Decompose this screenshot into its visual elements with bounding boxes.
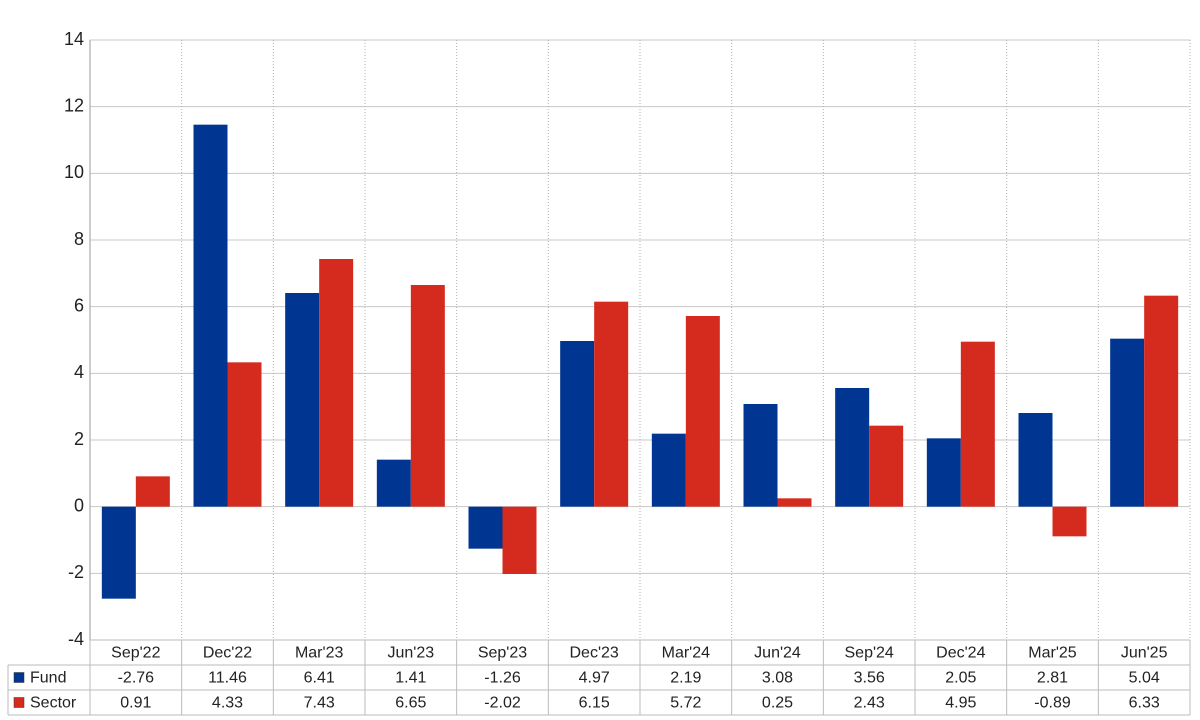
table-value: 2.81 (1037, 670, 1068, 687)
y-tick-label: 2 (74, 429, 84, 449)
x-tick-label: Mar'23 (295, 645, 344, 662)
table-value: 5.04 (1129, 670, 1160, 687)
table-value: 0.91 (120, 695, 151, 712)
table-value: 2.19 (670, 670, 701, 687)
x-tick-label: Sep'24 (845, 645, 894, 662)
table-value: 2.05 (945, 670, 976, 687)
table-value: 11.46 (208, 670, 247, 687)
bar (319, 259, 354, 507)
legend-label: Sector (30, 695, 77, 712)
bar (1110, 338, 1145, 507)
y-tick-label: 0 (74, 495, 84, 515)
x-tick-label: Jun'25 (1121, 645, 1168, 662)
table-value: -0.89 (1034, 695, 1071, 712)
x-tick-label: Jun'24 (754, 645, 801, 662)
bar (1018, 413, 1053, 507)
table-value: 6.41 (304, 670, 335, 687)
table-value: 2.43 (854, 695, 885, 712)
bar (685, 316, 720, 507)
y-tick-label: -2 (68, 562, 84, 582)
table-value: 3.08 (762, 670, 793, 687)
y-tick-label: 10 (64, 162, 84, 182)
table-value: -2.76 (118, 670, 155, 687)
bar (135, 476, 170, 507)
x-tick-label: Dec'22 (203, 645, 252, 662)
table-value: 6.65 (395, 695, 426, 712)
table-value: -2.02 (484, 695, 521, 712)
x-tick-label: Dec'24 (936, 645, 985, 662)
bar (227, 362, 262, 507)
bar (743, 404, 778, 507)
bar (410, 285, 445, 507)
bar (502, 506, 537, 574)
y-tick-label: 12 (64, 95, 84, 115)
bar (285, 293, 320, 507)
x-tick-label: Mar'24 (662, 645, 711, 662)
bar (376, 459, 411, 507)
table-value: 6.33 (1129, 695, 1160, 712)
bar (468, 506, 503, 549)
legend-swatch (13, 697, 25, 708)
bar (1052, 506, 1087, 537)
y-tick-label: 14 (64, 29, 84, 49)
x-tick-label: Mar'25 (1028, 645, 1077, 662)
x-tick-label: Jun'23 (388, 645, 435, 662)
bar (193, 124, 228, 507)
table-value: 6.15 (579, 695, 610, 712)
bar (651, 433, 686, 507)
x-tick-label: Dec'23 (570, 645, 619, 662)
bar (594, 301, 629, 507)
x-tick-label: Sep'23 (478, 645, 527, 662)
bar (560, 341, 595, 507)
x-tick-label: Sep'22 (111, 645, 160, 662)
legend-label: Fund (30, 670, 66, 687)
table-value: 7.43 (304, 695, 335, 712)
table-value: -1.26 (484, 670, 521, 687)
bar (777, 498, 812, 507)
table-value: 4.33 (212, 695, 243, 712)
bar (835, 388, 870, 507)
table-value: 4.97 (579, 670, 610, 687)
legend-swatch (13, 672, 25, 683)
table-value: 4.95 (945, 695, 976, 712)
bar (926, 438, 961, 507)
table-value: 1.41 (395, 670, 426, 687)
bar (101, 506, 136, 599)
table-value: 5.72 (670, 695, 701, 712)
y-tick-label: 6 (74, 295, 84, 315)
bar (869, 425, 904, 507)
bar (960, 341, 995, 507)
table-value: 3.56 (854, 670, 885, 687)
y-tick-label: 8 (74, 229, 84, 249)
bar (1144, 295, 1179, 507)
y-tick-label: -4 (68, 629, 84, 649)
table-value: 0.25 (762, 695, 793, 712)
y-tick-label: 4 (74, 362, 84, 382)
